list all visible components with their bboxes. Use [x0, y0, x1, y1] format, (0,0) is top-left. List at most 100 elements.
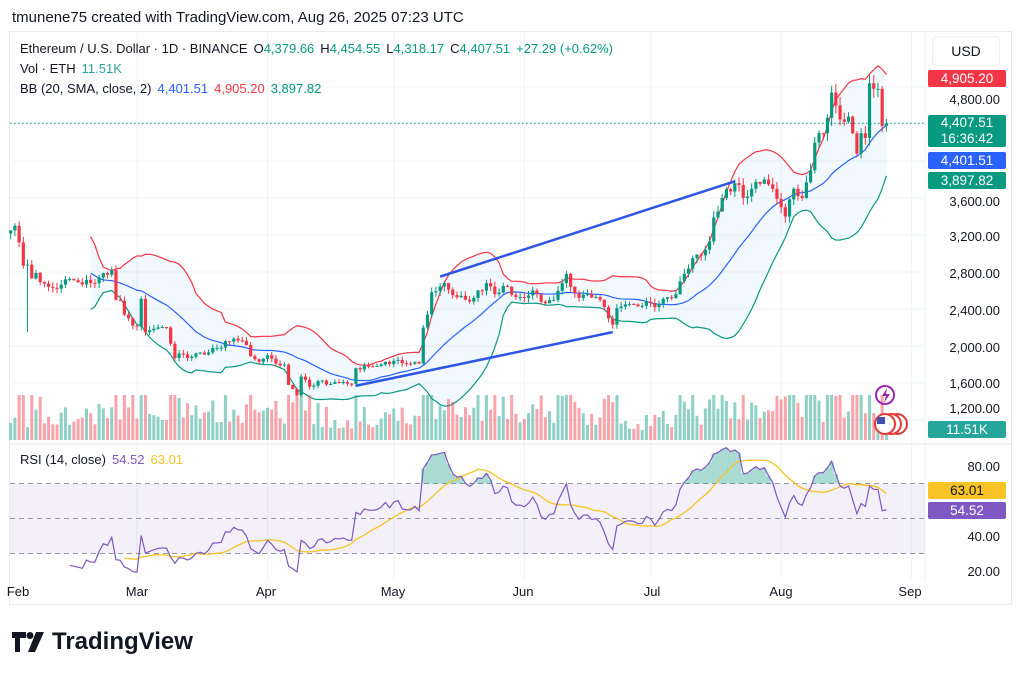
candle [291, 384, 295, 390]
volume-tag: 11.51K [928, 421, 1006, 438]
volume-bar [527, 413, 531, 440]
candle [716, 205, 720, 220]
volume-bar [135, 418, 139, 440]
candle [173, 341, 177, 361]
candle [38, 272, 42, 285]
volume-bar [594, 424, 598, 440]
volume-bar [329, 427, 333, 440]
rsi-legend[interactable]: RSI (14, close) 54.52 63.01 [20, 452, 189, 468]
candle [114, 265, 118, 301]
candle-body [404, 363, 409, 365]
candle-body [716, 211, 720, 218]
bb-legend[interactable]: BB (20, SMA, close, 2) 4,401.51 4,905.20 3,… [20, 81, 327, 97]
candle [341, 379, 345, 385]
symbol-legend[interactable]: Ethereum / U.S. Dollar · 1D · BINANCE O4,… [20, 41, 619, 57]
volume-bar [767, 410, 770, 440]
volume-bar [771, 411, 775, 440]
candle [156, 324, 160, 330]
candle [783, 203, 787, 223]
candle-body [846, 116, 851, 122]
volume-bar [379, 418, 383, 440]
candle-body [543, 301, 547, 304]
volume-bar [291, 402, 295, 440]
volume-bar [809, 395, 813, 440]
volume-bar [741, 395, 745, 440]
candle [813, 136, 817, 174]
candle-body [425, 314, 430, 328]
volume-bar [493, 395, 497, 440]
volume-bar [754, 405, 758, 440]
candle-body [164, 327, 169, 329]
candle [602, 299, 606, 311]
candle [737, 177, 741, 192]
candle-body [623, 304, 627, 307]
volume-bar [539, 395, 543, 440]
volume-bar [800, 416, 804, 440]
volume-bar [72, 421, 76, 440]
volume-bar [169, 395, 173, 440]
candle [880, 86, 884, 133]
candle [409, 361, 413, 366]
candle [489, 278, 493, 291]
volume-bar [745, 419, 749, 440]
candle [872, 75, 876, 98]
candle [670, 294, 674, 301]
volume-bar [779, 399, 783, 440]
tradingview-logo[interactable]: TradingView [12, 628, 193, 656]
candle [556, 285, 560, 303]
volume-bar [447, 399, 451, 440]
candle [720, 193, 724, 212]
candle-body [345, 382, 350, 384]
volume-bar [400, 407, 404, 440]
candle [148, 326, 152, 336]
candle-body [729, 189, 733, 192]
currency-button[interactable]: USD [932, 36, 1000, 66]
candle-body [678, 281, 682, 295]
bb-basis-tag: 4,401.51 [928, 152, 1006, 169]
volume-bar [333, 420, 337, 440]
candle-body [657, 303, 661, 308]
candle [97, 274, 101, 289]
candle-body [274, 358, 278, 364]
bb-lower-value: 3,897.82 [270, 81, 322, 96]
volume-bar [695, 415, 699, 440]
candle-body [244, 340, 249, 346]
candle [198, 351, 202, 355]
candle [320, 380, 324, 384]
brand-name: TradingView [52, 628, 193, 655]
candle-body [396, 359, 400, 361]
candle [51, 282, 55, 293]
candle [375, 363, 379, 368]
candle-body [855, 133, 859, 154]
candle-body [707, 241, 712, 250]
volume-bar [543, 417, 547, 440]
candle-body [691, 258, 695, 269]
candle [501, 282, 505, 294]
bb-basis-value: 4,401.51 [157, 81, 209, 96]
candle-body [581, 294, 585, 298]
candle-body [775, 188, 779, 199]
candle [834, 84, 838, 114]
volume-bar [388, 414, 392, 440]
candle [89, 274, 93, 288]
candle [303, 373, 307, 383]
candle [80, 278, 84, 287]
candle [825, 114, 830, 142]
candle-body [295, 389, 299, 396]
candle-body [577, 293, 581, 298]
candle [585, 289, 590, 297]
volume-legend[interactable]: Vol · ETH 11.51K [20, 61, 128, 77]
candle-body [825, 117, 830, 134]
volume-bar [152, 415, 156, 440]
candle-body [800, 196, 804, 198]
candle-body [619, 306, 623, 309]
candle-body [467, 299, 472, 302]
candle [611, 315, 615, 329]
volume-bar [362, 407, 366, 440]
candle-body [787, 199, 792, 217]
candle [804, 175, 808, 199]
candle-body [177, 353, 181, 359]
candle-body [232, 338, 236, 342]
candle-body [674, 294, 678, 298]
